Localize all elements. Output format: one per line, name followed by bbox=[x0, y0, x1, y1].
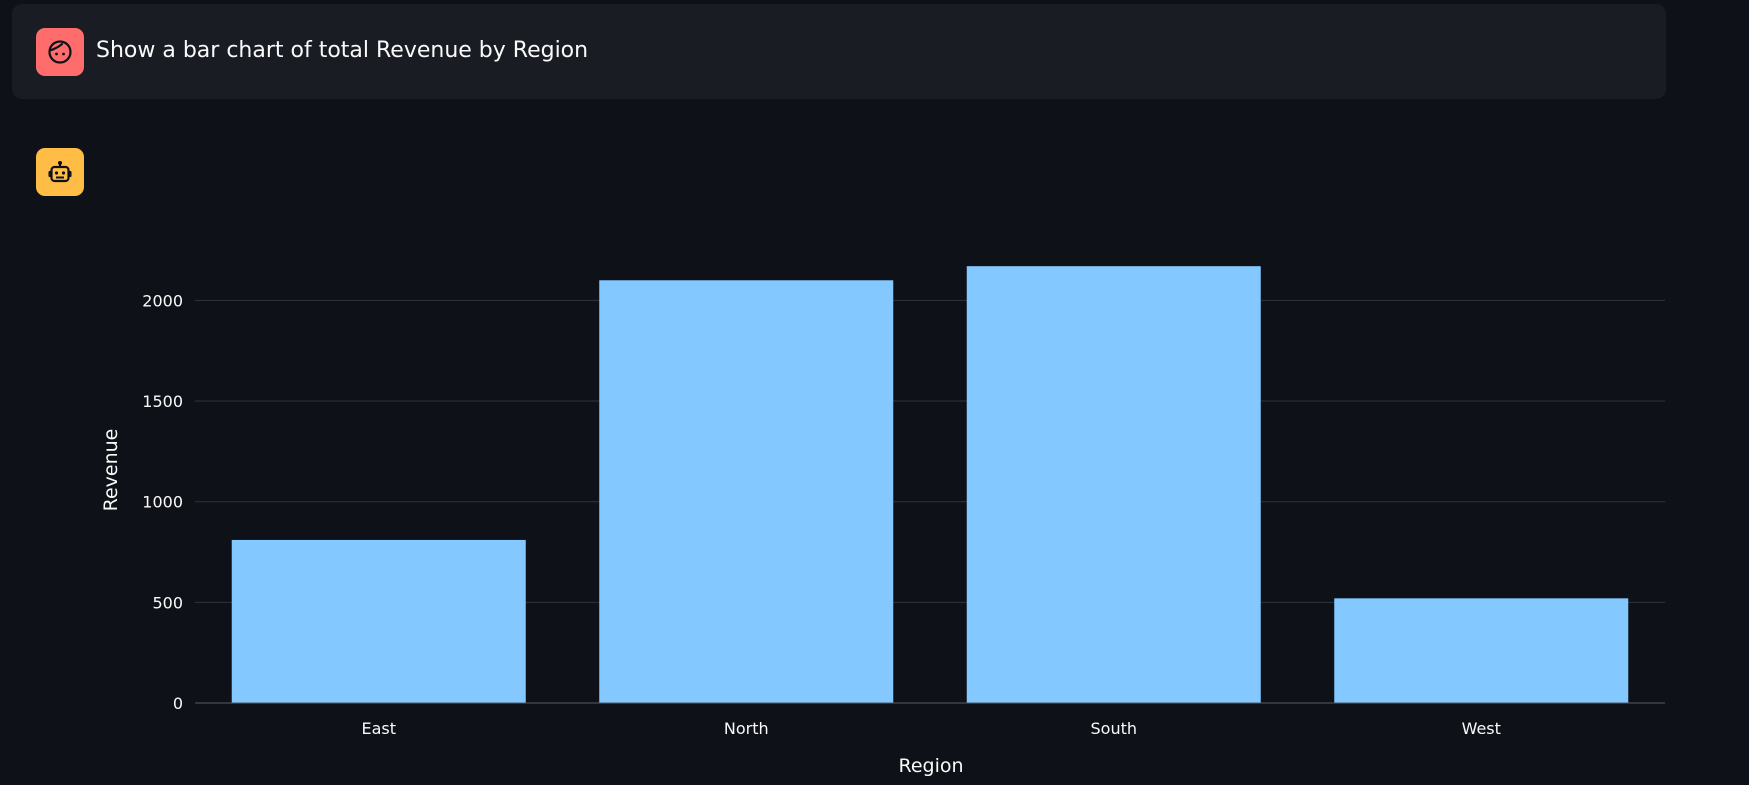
x-tick-label: North bbox=[724, 719, 769, 738]
user-message: Show a bar chart of total Revenue by Reg… bbox=[12, 4, 1666, 99]
y-tick-label: 0 bbox=[173, 694, 183, 713]
user-face-icon bbox=[48, 40, 72, 64]
x-tick-label: East bbox=[361, 719, 396, 738]
assistant-avatar bbox=[36, 148, 84, 196]
bars bbox=[231, 266, 1629, 703]
user-message-text: Show a bar chart of total Revenue by Reg… bbox=[96, 38, 589, 63]
user-avatar bbox=[36, 28, 84, 76]
bar-south[interactable] bbox=[966, 266, 1261, 703]
x-axis-title: Region bbox=[898, 755, 963, 777]
bar-west[interactable] bbox=[1334, 598, 1629, 703]
x-tick-label: South bbox=[1091, 719, 1138, 738]
y-tick-label: 1500 bbox=[142, 392, 183, 411]
y-axis-title: Revenue bbox=[100, 429, 122, 512]
robot-icon bbox=[48, 161, 72, 183]
axes: 0 500 1000 1500 2000 East North South West bbox=[142, 291, 1665, 738]
y-tick-label: 1000 bbox=[142, 493, 183, 512]
y-tick-label: 500 bbox=[152, 593, 183, 612]
y-tick-label: 2000 bbox=[142, 291, 183, 310]
x-tick-label: West bbox=[1462, 719, 1501, 738]
bar-east[interactable] bbox=[231, 539, 526, 703]
bar-north[interactable] bbox=[599, 280, 894, 703]
